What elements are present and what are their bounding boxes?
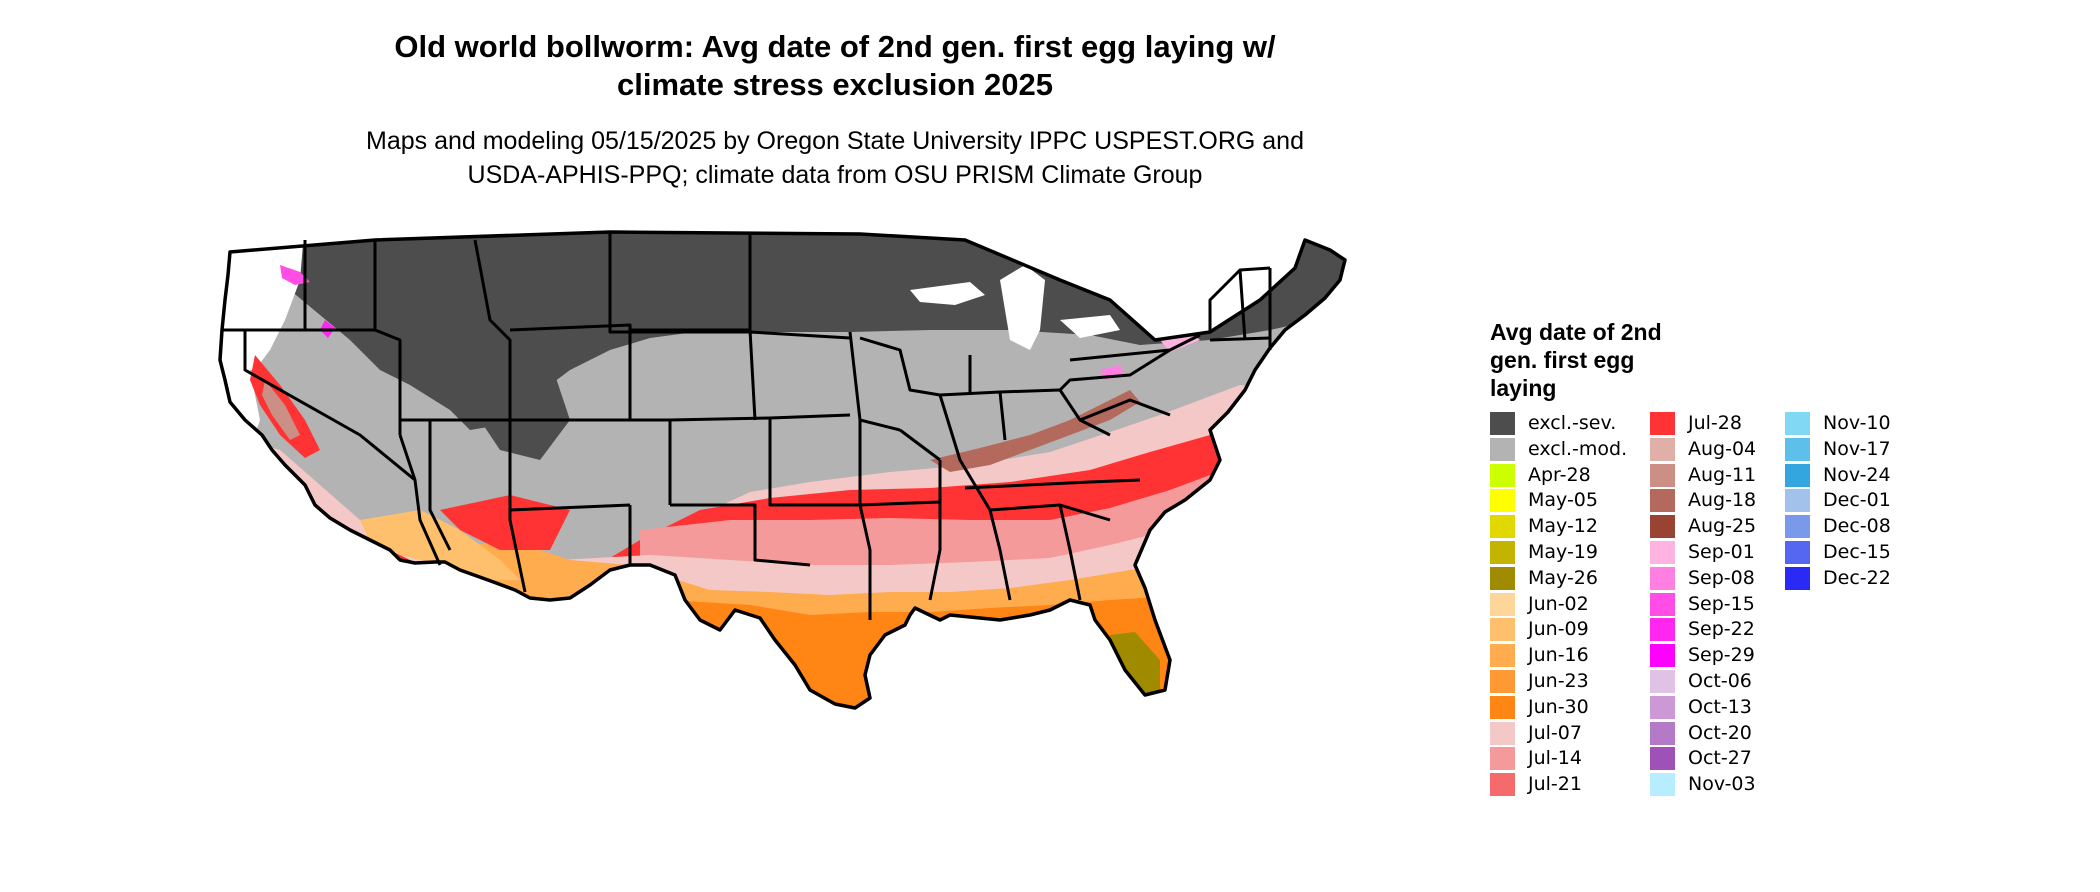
legend-swatch (1650, 669, 1675, 693)
legend-swatch (1650, 566, 1675, 590)
map-title-line1: Old world bollworm: Avg date of 2nd gen.… (394, 29, 1276, 64)
legend-label: Sep-01 (1688, 540, 1755, 563)
legend-swatch (1785, 489, 1810, 513)
legend-label: May-26 (1528, 566, 1598, 589)
legend-swatch (1650, 412, 1675, 435)
legend-swatch (1785, 515, 1810, 539)
legend-label: May-05 (1528, 489, 1598, 512)
legend-label: Nov-24 (1823, 463, 1891, 486)
legend-label: Dec-01 (1823, 489, 1891, 512)
map-title: Old world bollworm: Avg date of 2nd gen.… (250, 28, 1420, 104)
legend-swatch (1650, 463, 1675, 487)
legend-label: excl.-sev. (1528, 412, 1617, 434)
legend-label: Jun-02 (1528, 592, 1589, 615)
legend-swatch (1490, 412, 1515, 435)
legend-label: Jul-28 (1688, 412, 1742, 434)
legend-swatch (1650, 592, 1675, 616)
legend-label: Jul-14 (1528, 747, 1582, 770)
legend-label: Aug-25 (1688, 515, 1757, 538)
legend-label: Jun-23 (1528, 669, 1589, 692)
legend-label: Dec-15 (1823, 540, 1891, 563)
us-map (218, 230, 1347, 710)
legend-label: Apr-28 (1528, 463, 1591, 486)
legend-swatch (1490, 721, 1515, 745)
map-subtitle-line2: USDA-APHIS-PPQ; climate data from OSU PR… (467, 161, 1203, 189)
map-subtitle-line1: Maps and modeling 05/15/2025 by Oregon S… (366, 127, 1304, 155)
legend-swatch (1490, 747, 1515, 771)
legend-label: excl.-mod. (1528, 437, 1628, 460)
legend-label: Sep-22 (1688, 618, 1755, 641)
legend-swatch (1650, 515, 1675, 539)
legend-swatch (1490, 566, 1515, 590)
legend-swatch (1650, 437, 1675, 461)
legend-swatch (1490, 489, 1515, 513)
legend-swatch (1785, 437, 1810, 461)
legend-label: Oct-06 (1688, 669, 1752, 692)
legend-title: Avg date of 2nd gen. first egg laying (1490, 318, 1730, 402)
legend-swatch (1490, 463, 1515, 487)
legend-title-line2: gen. first egg (1490, 347, 1635, 373)
legend-label: Oct-20 (1688, 721, 1752, 744)
legend-swatch (1490, 773, 1515, 797)
legend-label: Jul-07 (1528, 721, 1582, 744)
legend-label: Oct-27 (1688, 747, 1752, 770)
legend-label: Sep-08 (1688, 566, 1755, 589)
legend-swatch (1650, 644, 1675, 668)
legend-swatch (1650, 695, 1675, 719)
legend-label: Jun-16 (1528, 644, 1589, 667)
legend-label: Aug-04 (1688, 437, 1757, 460)
legend-swatch (1490, 669, 1515, 693)
legend-swatch (1490, 592, 1515, 616)
legend-label: Jun-09 (1528, 618, 1589, 641)
legend-swatch (1490, 644, 1515, 668)
legend-label: Nov-03 (1688, 773, 1756, 796)
legend-swatch (1785, 540, 1810, 564)
legend-label: Dec-08 (1823, 515, 1891, 538)
legend-label: Sep-29 (1688, 644, 1755, 667)
legend-swatch (1785, 566, 1810, 590)
legend-swatch (1650, 773, 1675, 797)
legend-label: May-12 (1528, 515, 1598, 538)
legend-label: Aug-11 (1688, 463, 1757, 486)
legend-swatch (1650, 489, 1675, 513)
legend-swatch (1650, 540, 1675, 564)
legend-label: Oct-13 (1688, 695, 1752, 718)
legend-label: Dec-22 (1823, 566, 1891, 589)
legend-swatch (1490, 695, 1515, 719)
legend-label: Sep-15 (1688, 592, 1755, 615)
legend-swatch (1650, 747, 1675, 771)
legend-swatch (1490, 540, 1515, 564)
legend-label: Jun-30 (1528, 695, 1589, 718)
legend-swatch (1785, 412, 1810, 435)
legend-swatch (1490, 618, 1515, 642)
legend-label: Nov-17 (1823, 437, 1891, 460)
legend-title-line1: Avg date of 2nd (1490, 319, 1662, 345)
legend-swatch (1490, 437, 1515, 461)
map-subtitle: Maps and modeling 05/15/2025 by Oregon S… (250, 124, 1420, 192)
legend-swatch (1785, 463, 1810, 487)
legend-swatch (1490, 515, 1515, 539)
map-title-line2: climate stress exclusion 2025 (617, 67, 1053, 102)
legend-label: Nov-10 (1823, 412, 1891, 434)
legend-swatch (1650, 618, 1675, 642)
legend-title-line3: laying (1490, 375, 1557, 401)
legend-label: Aug-18 (1688, 489, 1757, 512)
legend-label: May-19 (1528, 540, 1598, 563)
legend-swatch (1650, 721, 1675, 745)
legend-label: Jul-21 (1528, 773, 1582, 796)
